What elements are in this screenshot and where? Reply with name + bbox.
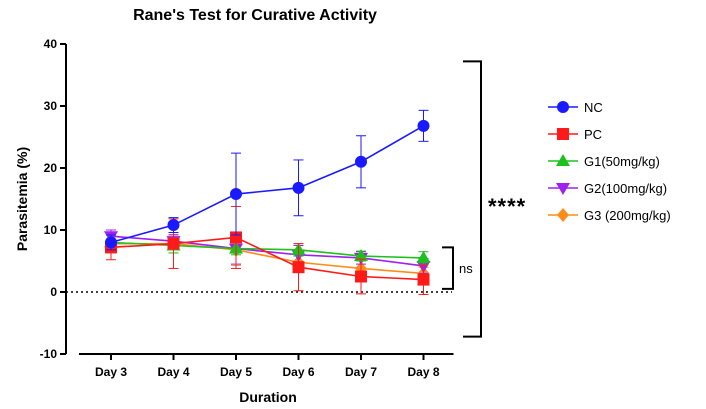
legend-item-nc: NC xyxy=(548,100,603,115)
y-tick-label: 30 xyxy=(44,99,58,113)
series-pc xyxy=(105,205,430,295)
data-point xyxy=(355,155,367,168)
significance-label-all: **** xyxy=(488,194,526,219)
legend-label: G3 (200mg/kg) xyxy=(584,208,671,223)
data-point xyxy=(354,249,368,262)
significance-annotations: **** ns xyxy=(442,60,526,338)
data-point xyxy=(417,119,430,132)
y-tick-label: -10 xyxy=(40,347,58,361)
x-tick-label: Day 7 xyxy=(345,365,377,379)
significance-label-ns: ns xyxy=(459,261,473,276)
y-axis-label: Parasitemia (%) xyxy=(14,147,30,251)
data-point xyxy=(355,270,367,283)
y-tick-label: 10 xyxy=(44,223,58,237)
chart-title: Rane's Test for Curative Activity xyxy=(133,7,377,24)
data-point xyxy=(105,236,117,249)
data-point xyxy=(292,181,305,194)
legend: NC PC G1(50mg/kg) G2(100mg/kg) G3 (200mg/kg) xyxy=(548,100,671,223)
data-point xyxy=(292,261,305,274)
plot-area: -10 0 10 20 30 40 Day 3 Day 4 Day 5 Day 6 Day 7 Day… xyxy=(40,37,454,379)
data-point xyxy=(167,219,180,232)
x-tick-label: Day 5 xyxy=(220,365,252,379)
x-tick-label: Day 4 xyxy=(157,365,189,379)
legend-label: G1(50mg/kg) xyxy=(584,154,660,169)
x-tick-label: Day 8 xyxy=(407,365,439,379)
legend-marker xyxy=(557,208,569,222)
x-tick-label: Day 6 xyxy=(282,365,314,379)
legend-label: PC xyxy=(584,127,602,142)
data-point xyxy=(416,250,431,263)
data-point xyxy=(230,188,242,201)
legend-item-g2-100mg-kg: G2(100mg/kg) xyxy=(548,181,667,196)
data-point xyxy=(167,237,180,250)
legend-marker xyxy=(557,101,569,113)
legend-item-g1-50mg-kg: G1(50mg/kg) xyxy=(548,154,660,169)
data-point xyxy=(230,231,242,244)
series-nc xyxy=(105,109,430,251)
legend-item-pc: PC xyxy=(548,127,602,142)
legend-marker xyxy=(557,128,569,140)
legend-label: NC xyxy=(584,100,603,115)
legend-marker xyxy=(556,183,570,195)
legend-label: G2(100mg/kg) xyxy=(584,181,667,196)
series-line xyxy=(110,236,424,281)
x-tick-label: Day 3 xyxy=(95,365,127,379)
y-tick-label: 40 xyxy=(44,37,58,51)
series-line xyxy=(111,242,424,275)
series-line xyxy=(110,125,424,244)
y-tick-label: 0 xyxy=(50,285,57,299)
series-line xyxy=(110,235,424,267)
x-axis-label: Duration xyxy=(239,389,297,405)
y-tick-label: 20 xyxy=(44,161,58,175)
data-point xyxy=(417,273,430,286)
bracket-ns xyxy=(442,246,454,290)
bracket-all xyxy=(463,60,482,338)
legend-marker xyxy=(556,154,570,166)
legend-item-g3-200mg-kg: G3 (200mg/kg) xyxy=(548,208,671,223)
